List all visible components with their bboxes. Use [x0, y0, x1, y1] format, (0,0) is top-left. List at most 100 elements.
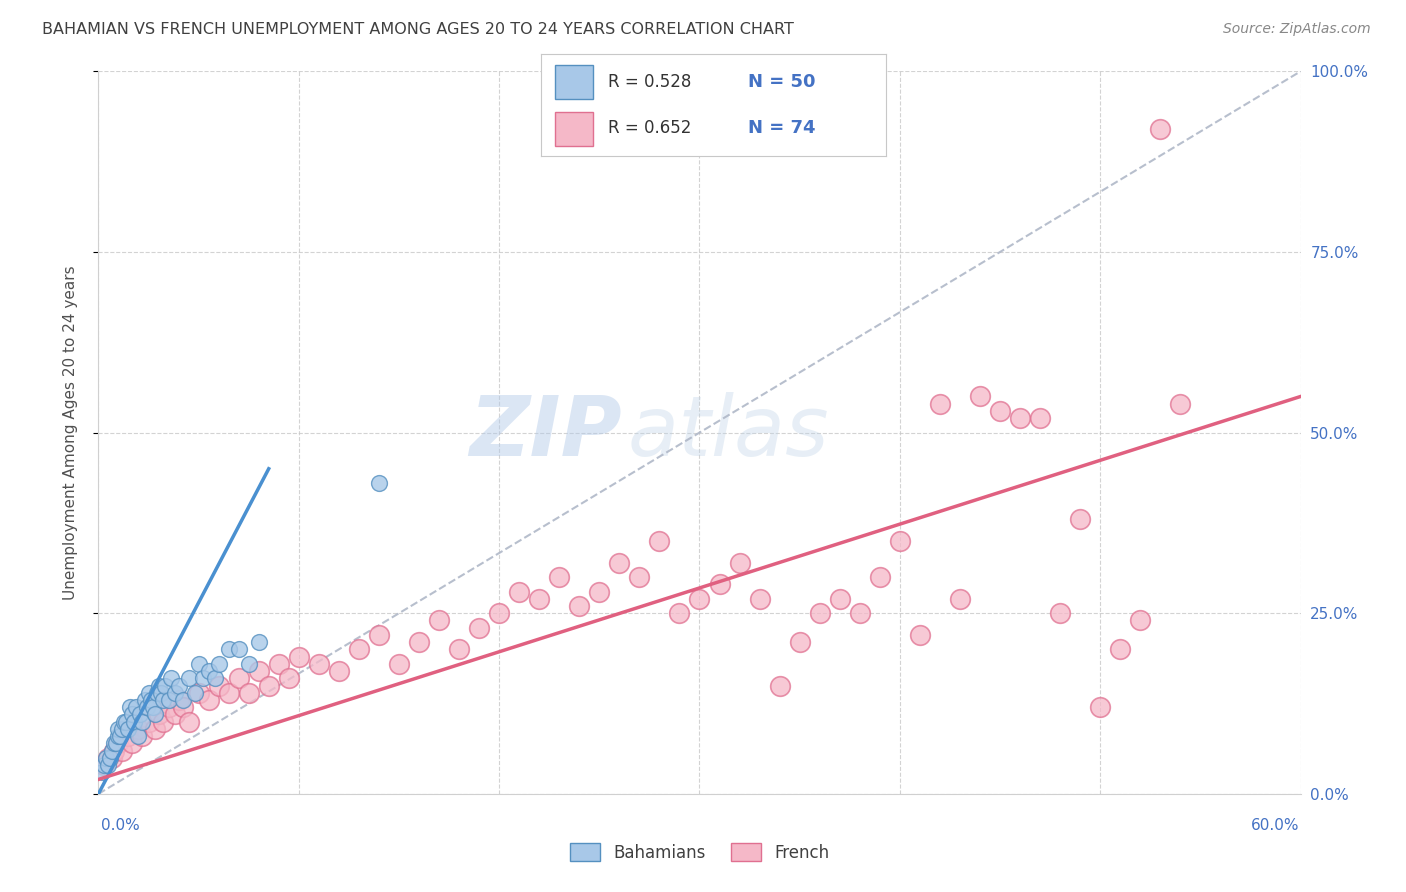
Point [153, 678, 176, 692]
Point [1149, 122, 1171, 136]
Point [124, 714, 146, 729]
Point [748, 591, 770, 606]
Point [134, 693, 156, 707]
Point [347, 642, 370, 657]
Point [588, 584, 610, 599]
Point [107, 736, 129, 750]
Point [1129, 614, 1152, 628]
Point [139, 693, 162, 707]
Point [157, 700, 180, 714]
Point [208, 678, 231, 692]
Point [103, 736, 125, 750]
Point [689, 591, 711, 606]
Point [163, 707, 186, 722]
Point [388, 657, 411, 671]
Point [247, 664, 270, 678]
Point [218, 686, 240, 700]
Point [107, 729, 129, 743]
Point [828, 591, 851, 606]
Point [96, 751, 118, 765]
Point [849, 607, 872, 621]
Point [628, 570, 651, 584]
Point [1049, 607, 1071, 621]
Text: N = 74: N = 74 [748, 120, 815, 137]
Point [709, 577, 731, 591]
Point [101, 743, 124, 757]
Point [117, 729, 139, 743]
Text: ZIP: ZIP [468, 392, 621, 473]
Point [172, 700, 194, 714]
Point [141, 700, 163, 714]
Point [728, 556, 751, 570]
Point [257, 678, 280, 692]
Point [138, 686, 160, 700]
Point [1088, 700, 1111, 714]
FancyBboxPatch shape [555, 112, 593, 145]
Legend: Bahamians, French: Bahamians, French [564, 837, 835, 869]
Point [267, 657, 290, 671]
Point [111, 722, 134, 736]
Point [128, 729, 150, 743]
Point [247, 635, 270, 649]
Point [1069, 512, 1091, 526]
Point [149, 686, 172, 700]
Point [143, 707, 166, 722]
Point [488, 607, 510, 621]
Text: R = 0.652: R = 0.652 [609, 120, 692, 137]
Point [115, 714, 138, 729]
Point [121, 707, 143, 722]
Point [889, 533, 911, 548]
Point [131, 729, 153, 743]
Point [648, 533, 671, 548]
Point [145, 686, 167, 700]
Point [117, 722, 139, 736]
Point [148, 707, 170, 722]
Point [988, 404, 1011, 418]
Point [97, 758, 120, 772]
Point [668, 607, 690, 621]
Point [197, 664, 219, 678]
Point [125, 700, 148, 714]
FancyBboxPatch shape [555, 65, 593, 99]
Point [111, 743, 134, 757]
Point [177, 714, 200, 729]
Text: Source: ZipAtlas.com: Source: ZipAtlas.com [1223, 22, 1371, 37]
Point [208, 657, 231, 671]
Text: N = 50: N = 50 [748, 73, 815, 91]
Point [468, 621, 491, 635]
Point [949, 591, 972, 606]
Point [183, 686, 205, 700]
Point [93, 758, 115, 772]
Point [120, 700, 142, 714]
Text: atlas: atlas [627, 392, 830, 473]
Point [1109, 642, 1132, 657]
Point [277, 671, 299, 685]
Point [308, 657, 330, 671]
Point [548, 570, 571, 584]
Point [152, 693, 174, 707]
Point [167, 678, 190, 692]
Point [508, 584, 530, 599]
Y-axis label: Unemployment Among Ages 20 to 24 years: Unemployment Among Ages 20 to 24 years [63, 265, 77, 600]
Point [929, 397, 952, 411]
Point [172, 693, 194, 707]
Point [529, 591, 551, 606]
Point [159, 671, 181, 685]
Point [368, 476, 391, 491]
Point [808, 607, 831, 621]
Point [427, 614, 450, 628]
Point [114, 714, 136, 729]
Point [228, 671, 250, 685]
Point [148, 678, 170, 692]
Point [568, 599, 591, 613]
Point [100, 751, 122, 765]
Point [408, 635, 430, 649]
Text: 60.0%: 60.0% [1251, 818, 1299, 832]
Point [869, 570, 891, 584]
Text: BAHAMIAN VS FRENCH UNEMPLOYMENT AMONG AGES 20 TO 24 YEARS CORRELATION CHART: BAHAMIAN VS FRENCH UNEMPLOYMENT AMONG AG… [42, 22, 794, 37]
Point [789, 635, 811, 649]
Point [105, 736, 128, 750]
Point [204, 671, 226, 685]
Point [103, 743, 125, 757]
Point [157, 693, 180, 707]
